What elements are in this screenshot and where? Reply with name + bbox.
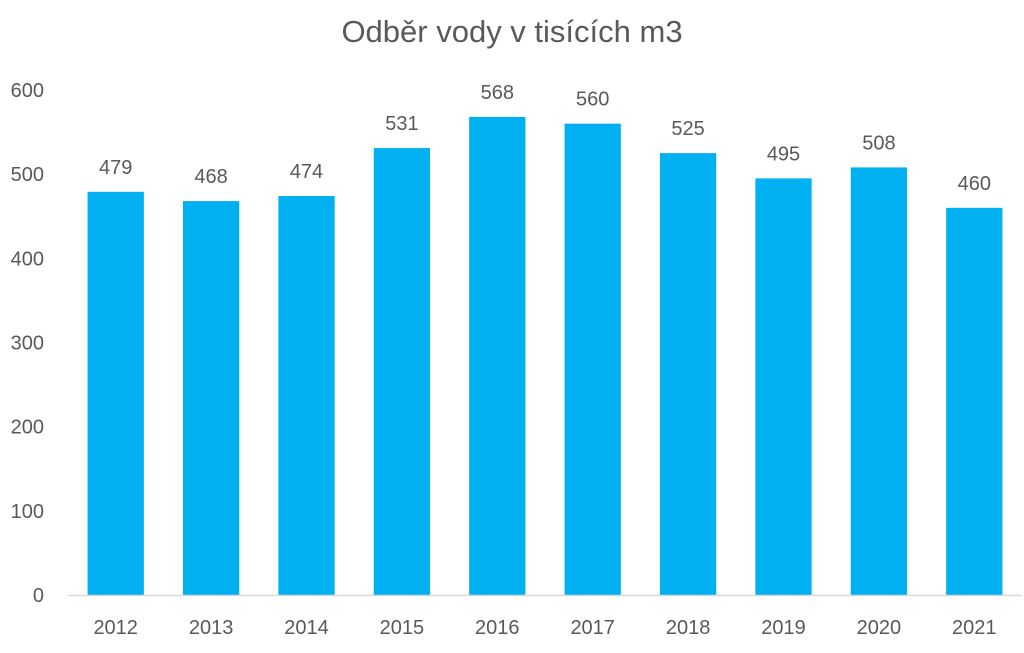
y-tick-label: 200 [11, 417, 44, 439]
bar [946, 207, 1003, 596]
bar [373, 148, 431, 595]
data-label: 560 [576, 89, 609, 111]
bar [182, 201, 240, 595]
data-label: 568 [481, 82, 514, 104]
x-tick-label: 2019 [761, 617, 806, 639]
y-tick-label: 0 [33, 585, 44, 607]
data-label: 474 [290, 161, 323, 183]
bar [278, 196, 335, 596]
data-label: 525 [671, 118, 704, 140]
x-tick-label: 2018 [666, 617, 711, 639]
x-axis-ticks: 2012 2013 2014 2015 2016 2017 2018 2019 2020 2021 [93, 617, 996, 639]
data-label: 460 [958, 173, 991, 195]
data-label: 508 [862, 132, 895, 154]
data-label: 495 [767, 143, 800, 165]
y-tick-label: 100 [11, 501, 44, 523]
x-tick-label: 2016 [475, 617, 520, 639]
bars [87, 116, 1003, 596]
x-tick-label: 2012 [93, 617, 138, 639]
x-tick-label: 2020 [857, 617, 902, 639]
bar [755, 178, 812, 595]
data-labels: 479 468 474 531 568 560 525 495 508 460 [99, 82, 991, 195]
y-tick-label: 500 [11, 164, 44, 186]
y-tick-label: 300 [11, 333, 44, 355]
bar [850, 167, 908, 595]
bar [87, 191, 144, 595]
x-tick-label: 2017 [570, 617, 615, 639]
data-label: 479 [99, 157, 132, 179]
data-label: 531 [385, 113, 418, 135]
x-tick-label: 2014 [284, 617, 329, 639]
y-tick-label: 400 [11, 248, 44, 270]
x-tick-label: 2021 [952, 617, 997, 639]
y-tick-label: 600 [11, 80, 44, 102]
chart-title: Odběr vody v tisících m3 [341, 14, 683, 49]
data-label: 468 [194, 166, 227, 188]
x-tick-label: 2013 [189, 617, 234, 639]
bar [659, 153, 717, 595]
bar [469, 116, 526, 595]
bar [564, 123, 621, 596]
x-tick-label: 2015 [380, 617, 425, 639]
y-axis-ticks: 0 100 200 300 400 500 600 [11, 80, 44, 607]
